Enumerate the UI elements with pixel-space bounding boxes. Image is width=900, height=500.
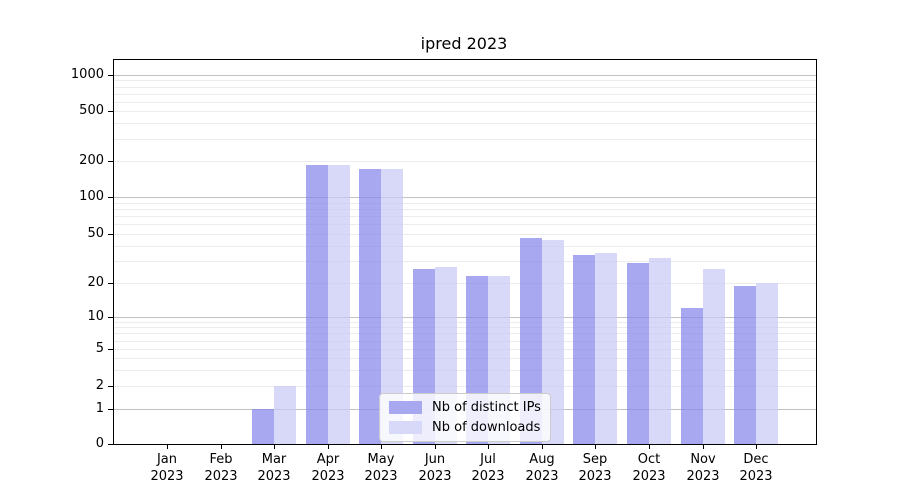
y-gridline-minor (114, 358, 816, 359)
legend-swatch-distinct-ips (389, 401, 422, 414)
y-tick-label: 1 (95, 401, 104, 416)
y-gridline-minor (114, 327, 816, 328)
x-axis-tick (381, 444, 382, 449)
x-axis-tick (756, 444, 757, 449)
y-gridline-minor (114, 209, 816, 210)
legend-label-distinct-ips: Nb of distinct IPs (432, 400, 541, 415)
y-axis-tick (108, 161, 113, 162)
bar-downloads-nov (703, 269, 725, 444)
y-gridline-minor (114, 234, 816, 235)
y-tick-label: 0 (95, 436, 104, 451)
y-tick-label: 2 (95, 378, 104, 393)
x-axis-tick (167, 444, 168, 449)
y-gridline-minor (114, 370, 816, 371)
bar-distinct-ips-mar (252, 409, 274, 444)
plot-area: Nb of distinct IPs Nb of downloads (113, 59, 817, 445)
legend: Nb of distinct IPs Nb of downloads (379, 393, 551, 442)
x-axis-tick (435, 444, 436, 449)
y-gridline-minor (114, 216, 816, 217)
y-tick-label: 50 (87, 226, 104, 241)
y-gridline-minor (114, 203, 816, 204)
x-tick-label: Oct 2023 (632, 452, 666, 484)
legend-item-distinct-ips: Nb of distinct IPs (389, 400, 541, 415)
y-gridline-minor (114, 139, 816, 140)
bar-distinct-ips-oct (627, 263, 649, 444)
bar-downloads-may (381, 169, 403, 444)
y-gridline-minor (114, 349, 816, 350)
bar-downloads-oct (649, 258, 671, 444)
y-axis-tick (108, 111, 113, 112)
bar-downloads-mar (274, 386, 296, 444)
y-gridline-minor (114, 322, 816, 323)
y-gridline-major (114, 197, 816, 198)
y-tick-label: 200 (79, 153, 104, 168)
y-axis-tick (108, 386, 113, 387)
y-gridline-minor (114, 102, 816, 103)
y-axis-tick (108, 317, 113, 318)
y-axis-tick (108, 197, 113, 198)
x-axis-tick (328, 444, 329, 449)
y-gridline-minor (114, 261, 816, 262)
bar-distinct-ips-sep (573, 255, 595, 444)
x-tick-label: Dec 2023 (739, 452, 773, 484)
x-tick-label: Mar 2023 (257, 452, 291, 484)
bar-distinct-ips-dec (734, 286, 756, 444)
bar-distinct-ips-apr (306, 165, 328, 444)
x-tick-label: Jan 2023 (150, 452, 184, 484)
y-gridline-minor (114, 224, 816, 225)
y-gridline-minor (114, 333, 816, 334)
y-gridline-major (114, 75, 816, 76)
y-gridline-minor (114, 341, 816, 342)
x-tick-label: Jul 2023 (471, 452, 505, 484)
y-axis-tick (108, 234, 113, 235)
y-gridline-minor (114, 123, 816, 124)
x-tick-label: Apr 2023 (311, 452, 345, 484)
y-axis-tick (108, 349, 113, 350)
legend-label-downloads: Nb of downloads (432, 420, 541, 435)
y-gridline-minor (114, 161, 816, 162)
x-tick-label: May 2023 (364, 452, 398, 484)
y-gridline-major (114, 317, 816, 318)
y-gridline-minor (114, 94, 816, 95)
x-tick-label: Jun 2023 (418, 452, 452, 484)
x-axis-tick (274, 444, 275, 449)
y-gridline-minor (114, 283, 816, 284)
y-tick-label: 500 (79, 103, 104, 118)
y-gridline-minor (114, 80, 816, 81)
y-axis-tick (108, 283, 113, 284)
bar-downloads-sep (595, 253, 617, 444)
x-axis-tick (649, 444, 650, 449)
legend-swatch-downloads (389, 421, 422, 434)
x-tick-label: Nov 2023 (686, 452, 720, 484)
bar-downloads-dec (756, 283, 778, 444)
y-axis-tick (108, 75, 113, 76)
x-axis-tick (221, 444, 222, 449)
y-tick-label: 5 (95, 341, 104, 356)
legend-item-downloads: Nb of downloads (389, 420, 541, 435)
x-axis-tick (595, 444, 596, 449)
x-tick-label: Sep 2023 (578, 452, 612, 484)
x-tick-label: Aug 2023 (525, 452, 559, 484)
x-axis-tick (488, 444, 489, 449)
x-axis-tick (703, 444, 704, 449)
y-tick-label: 10 (87, 309, 104, 324)
bar-downloads-apr (328, 165, 350, 444)
y-axis-tick (108, 409, 113, 410)
x-axis-tick (542, 444, 543, 449)
y-gridline-minor (114, 246, 816, 247)
bar-distinct-ips-may (359, 169, 381, 444)
y-gridline-minor (114, 111, 816, 112)
y-axis-tick (108, 444, 113, 445)
bar-distinct-ips-aug (520, 238, 542, 444)
y-gridline-minor (114, 87, 816, 88)
chart-title: ipred 2023 (420, 34, 508, 53)
y-gridline-minor (114, 386, 816, 387)
x-tick-label: Feb 2023 (204, 452, 238, 484)
y-tick-label: 1000 (70, 67, 104, 82)
y-tick-label: 100 (79, 189, 104, 204)
y-tick-label: 20 (87, 275, 104, 290)
bar-distinct-ips-nov (681, 308, 703, 444)
